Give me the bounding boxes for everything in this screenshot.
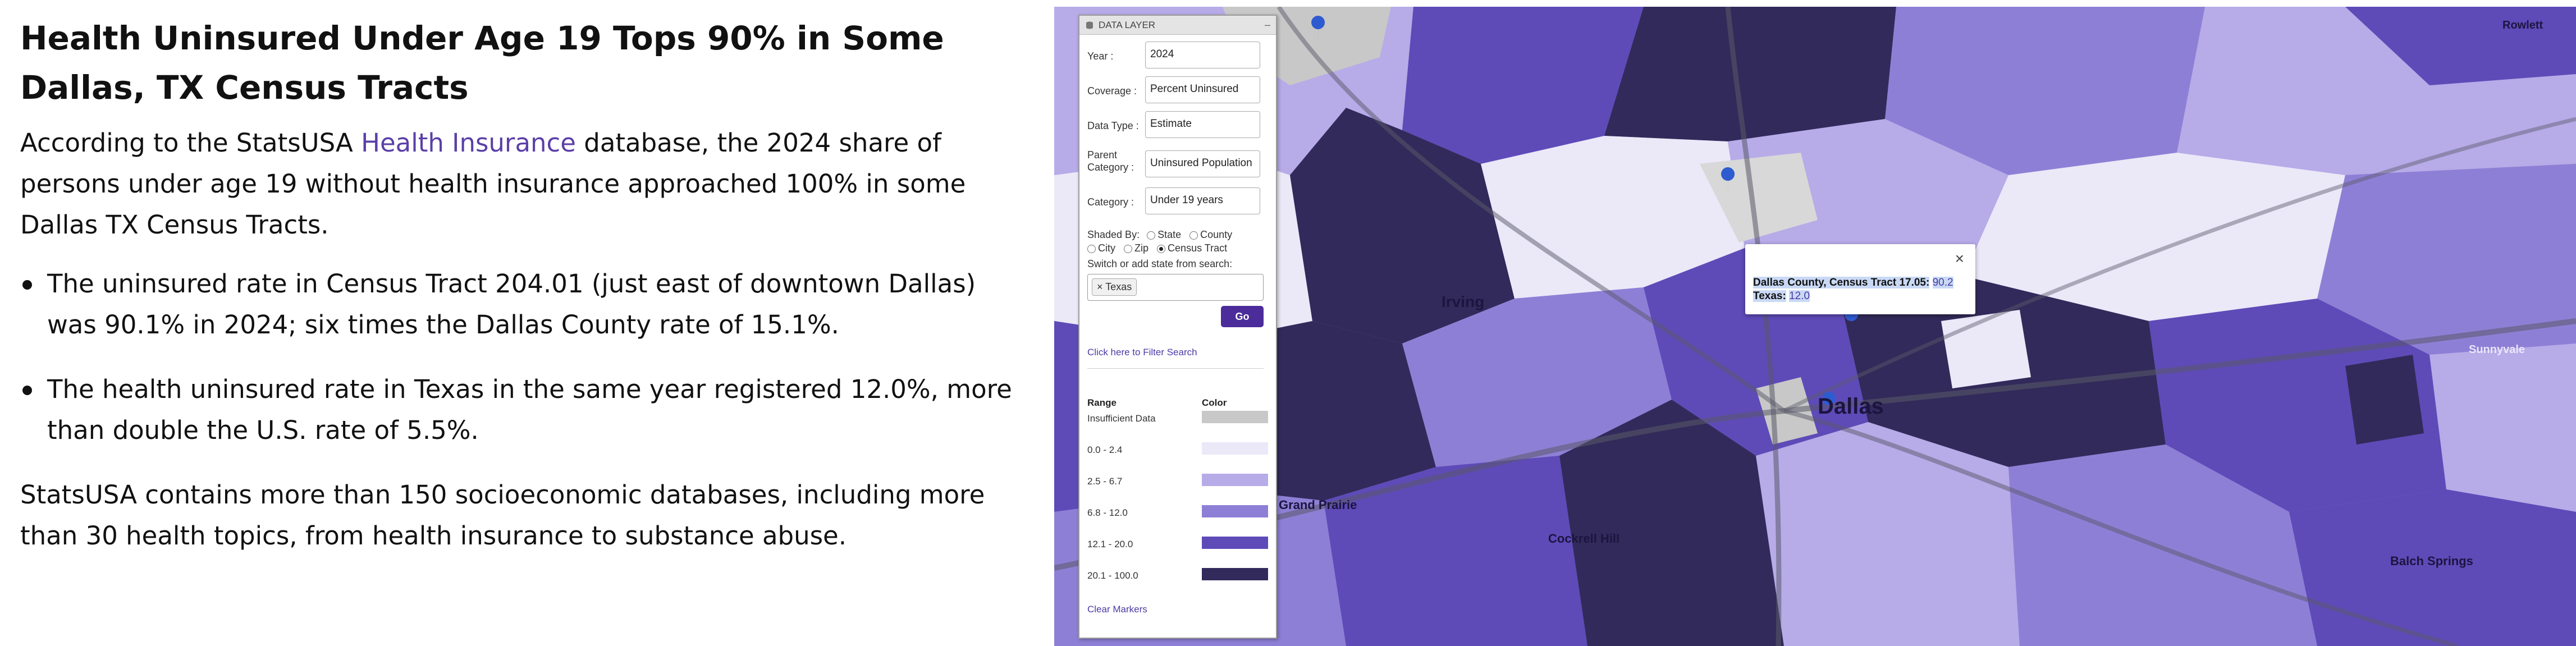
health-insurance-link[interactable]: Health Insurance <box>361 128 576 158</box>
map-label-sunnyvale: Sunnyvale <box>2469 343 2525 356</box>
radio-census-tract-label: Census Tract <box>1168 242 1228 254</box>
article: Health Uninsured Under Age 19 Tops 90% i… <box>20 13 1025 556</box>
map-label-balch-springs: Balch Springs <box>2390 554 2473 568</box>
legend-swatch <box>1202 411 1268 423</box>
state-search-input[interactable]: × Texas <box>1087 274 1264 301</box>
map-label-irving: Irving <box>1442 293 1485 310</box>
coverage-select[interactable]: Percent Uninsured <box>1145 76 1260 103</box>
article-intro: According to the StatsUSA Health Insuran… <box>20 122 1025 245</box>
bullet-list: The uninsured rate in Census Tract 204.0… <box>20 263 1025 451</box>
bullet-item: The health uninsured rate in Texas in th… <box>20 369 1025 451</box>
legend-row: 2.5 - 6.7 <box>1087 474 1268 491</box>
radio-census-tract[interactable] <box>1157 244 1166 253</box>
article-outro: StatsUSA contains more than 150 socioeco… <box>20 480 985 551</box>
legend-swatch <box>1202 505 1268 517</box>
legend-range: 12.1 - 20.0 <box>1087 539 1133 549</box>
legend-range: 2.5 - 6.7 <box>1087 476 1123 487</box>
radio-county-label: County <box>1200 229 1233 240</box>
popup-state-value: 12.0 <box>1789 290 1810 302</box>
category-select[interactable]: Under 19 years <box>1145 187 1260 214</box>
divider <box>1087 368 1264 369</box>
legend-row: Insufficient Data <box>1087 411 1268 428</box>
parent-category-label-line2: Category : <box>1087 162 1134 173</box>
map-label-dallas: Dallas <box>1818 394 1884 419</box>
popup-tract-line: Dallas County, Census Tract 17.05: 90.2 <box>1753 277 1953 289</box>
popup-state-label: Texas: <box>1753 290 1786 302</box>
panel-title: DATA LAYER <box>1099 19 1156 30</box>
legend-color-header: Color <box>1202 397 1227 408</box>
legend-range: 20.1 - 100.0 <box>1087 570 1138 581</box>
radio-state[interactable] <box>1147 231 1156 240</box>
legend-row: 12.1 - 20.0 <box>1087 537 1268 553</box>
year-select[interactable]: 2024 <box>1145 42 1260 68</box>
radio-city-label: City <box>1098 242 1115 254</box>
filter-search-link[interactable]: Click here to Filter Search <box>1087 347 1197 358</box>
datatype-select[interactable]: Estimate <box>1145 111 1260 138</box>
panel-header[interactable]: DATA LAYER – <box>1079 16 1276 35</box>
go-button[interactable]: Go <box>1221 306 1264 327</box>
switch-state-label: Switch or add state from search: <box>1087 258 1233 269</box>
popup-tract-label: Dallas County, Census Tract 17.05: <box>1753 277 1930 288</box>
bullet-item: The uninsured rate in Census Tract 204.0… <box>20 263 1025 345</box>
popup-state-line: Texas: 12.0 <box>1753 290 1810 303</box>
map-label-grand-prairie: Grand Prairie <box>1279 498 1357 512</box>
collapse-icon[interactable]: – <box>1264 19 1270 30</box>
article-title: Health Uninsured Under Age 19 Tops 90% i… <box>20 19 944 107</box>
radio-zip-label: Zip <box>1134 242 1149 254</box>
legend-swatch <box>1202 442 1268 455</box>
legend-range: 0.0 - 2.4 <box>1087 445 1123 455</box>
legend-swatch <box>1202 474 1268 486</box>
legend-range: Insufficient Data <box>1087 413 1156 424</box>
radio-county[interactable] <box>1189 231 1198 240</box>
legend-row: 6.8 - 12.0 <box>1087 505 1268 522</box>
shaded-by-label: Shaded By: <box>1087 229 1140 240</box>
legend-row: 20.1 - 100.0 <box>1087 568 1268 585</box>
year-label: Year : <box>1087 51 1114 62</box>
close-icon[interactable]: × <box>1955 250 1964 267</box>
intro-text-start: According to the StatsUSA <box>20 128 362 158</box>
map-label-rowlett: Rowlett <box>2502 19 2543 31</box>
map-label-cockrell-hill: Cockrell Hill <box>1548 532 1620 546</box>
parent-category-label-line1: Parent <box>1087 149 1118 161</box>
parent-category-select[interactable]: Uninsured Population <box>1145 150 1260 177</box>
choropleth-map[interactable]: Dallas Irving Grand Prairie Cockrell Hil… <box>1054 7 2576 646</box>
database-icon <box>1086 21 1093 29</box>
shaded-by-row-2: City Zip Census Tract <box>1087 242 1227 254</box>
census-tract-polygons[interactable] <box>1054 7 2576 646</box>
legend-swatch <box>1202 568 1268 580</box>
radio-city[interactable] <box>1087 244 1096 253</box>
legend-range-header: Range <box>1087 397 1117 408</box>
legend-swatch <box>1202 537 1268 549</box>
coverage-label: Coverage : <box>1087 85 1137 97</box>
radio-state-label: State <box>1157 229 1182 240</box>
radio-zip[interactable] <box>1124 244 1133 253</box>
category-label: Category : <box>1087 196 1134 208</box>
popup-tract-value: 90.2 <box>1932 277 1953 288</box>
data-layer-panel: DATA LAYER – Year : 2024 Coverage : Perc… <box>1078 15 1277 639</box>
intro-text-end: database, the 2024 share of persons unde… <box>20 128 966 240</box>
legend-row: 0.0 - 2.4 <box>1087 442 1268 459</box>
tract-popup: × Dallas County, Census Tract 17.05: 90.… <box>1745 244 1975 314</box>
shaded-by-row: Shaded By: State County <box>1087 229 1232 241</box>
legend-range: 6.8 - 12.0 <box>1087 507 1128 518</box>
datatype-label: Data Type : <box>1087 120 1139 131</box>
state-tag-texas[interactable]: × Texas <box>1092 278 1137 296</box>
clear-markers-link[interactable]: Clear Markers <box>1087 604 1147 615</box>
